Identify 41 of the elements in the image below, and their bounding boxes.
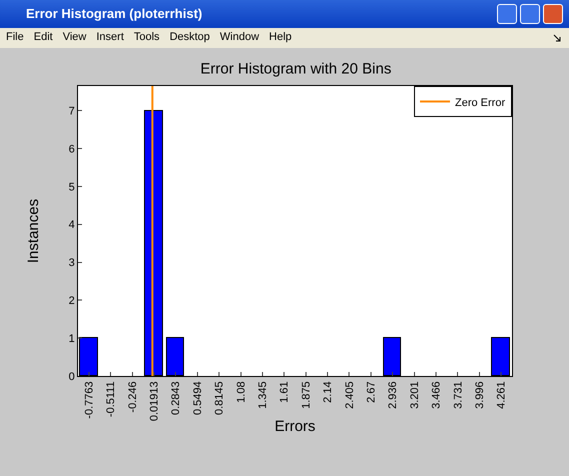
text: File: [6, 31, 24, 43]
text: Insert: [96, 31, 124, 43]
y-tick-label: 0: [68, 370, 75, 383]
text: Desktop: [170, 31, 210, 43]
x-tick-label: -0.7763: [83, 381, 96, 419]
x-tick-label: 2.405: [344, 381, 356, 409]
x-tick-label: 0.2843: [170, 381, 182, 416]
x-tick-label: 3.731: [452, 381, 464, 409]
y-tick-label: 6: [68, 143, 75, 156]
x-tick-label: 2.936: [387, 381, 400, 409]
y-axis-title: Instances: [25, 198, 42, 264]
y-tick-label: 2: [68, 295, 75, 308]
text: Tools: [134, 31, 160, 43]
x-tick-label: 1.61: [278, 381, 291, 403]
x-tick-label: 0.01913: [148, 381, 161, 422]
chart-title: Error Histogram with 20 Bins: [200, 60, 392, 78]
y-tick-label: 1: [68, 332, 75, 345]
y-tick-label: 3: [68, 257, 75, 270]
text: Edit: [34, 31, 53, 43]
x-tick-label: -0.246: [126, 381, 139, 413]
x-tick-label: 3.201: [408, 381, 421, 409]
y-tick-label: 5: [68, 181, 75, 194]
text: View: [62, 31, 86, 43]
text: Help: [269, 31, 292, 43]
y-tick-label: 7: [68, 105, 75, 118]
y-tick-label: 4: [68, 219, 75, 232]
x-tick-label: 4.261: [496, 381, 508, 409]
text: Error Histogram (ploterrhist): [26, 6, 202, 21]
x-tick-label: 2.14: [322, 381, 334, 403]
x-tick-label: 3.466: [430, 381, 443, 409]
text: Window: [220, 31, 260, 43]
x-tick-label: 3.996: [474, 381, 486, 409]
x-tick-label: -0.5111: [105, 381, 118, 418]
x-tick-label: 1.345: [257, 381, 270, 409]
x-tick-label: 0.5494: [192, 381, 204, 416]
x-tick-label: 1.875: [300, 381, 312, 409]
x-tick-label: 0.8145: [214, 381, 226, 416]
legend-label: Zero Error: [455, 96, 506, 109]
x-tick-label: 2.67: [365, 381, 378, 403]
x-axis-title: Errors: [274, 418, 316, 435]
x-tick-label: 1.08: [235, 381, 248, 403]
